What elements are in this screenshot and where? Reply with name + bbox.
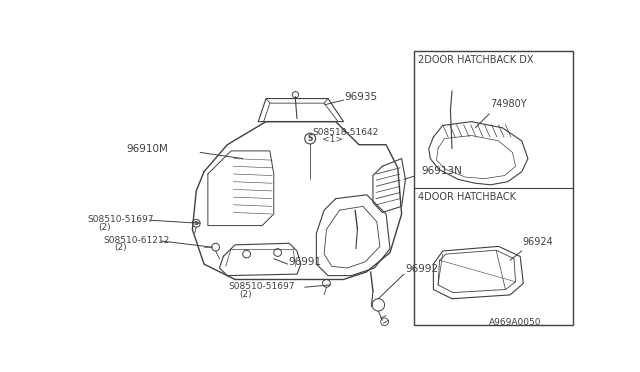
Text: (2): (2)	[239, 289, 252, 298]
Text: <1>: <1>	[322, 135, 343, 144]
Text: S: S	[307, 134, 313, 143]
Text: S08510-51697: S08510-51697	[88, 215, 154, 224]
Text: 96910M: 96910M	[127, 144, 168, 154]
Text: S08510-61212: S08510-61212	[103, 235, 170, 245]
Text: 96935: 96935	[344, 92, 378, 102]
Text: S: S	[194, 221, 198, 226]
Text: 96913N: 96913N	[422, 166, 463, 176]
Text: S08518-51642: S08518-51642	[312, 128, 379, 137]
Text: (2): (2)	[99, 223, 111, 232]
Text: A969A0050: A969A0050	[488, 318, 541, 327]
Text: 96992: 96992	[406, 264, 438, 275]
Text: 2DOOR HATCHBACK DX: 2DOOR HATCHBACK DX	[418, 55, 533, 65]
Text: S08510-51697: S08510-51697	[229, 282, 295, 291]
Bar	[414, 51, 573, 325]
Text: 96991: 96991	[289, 257, 322, 267]
Text: (2): (2)	[114, 243, 127, 252]
Text: 74980Y: 74980Y	[490, 99, 527, 109]
Text: 4DOOR HATCHBACK: 4DOOR HATCHBACK	[418, 192, 516, 202]
Text: 96924: 96924	[522, 237, 553, 247]
